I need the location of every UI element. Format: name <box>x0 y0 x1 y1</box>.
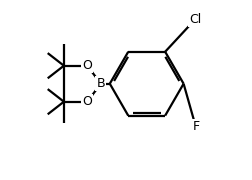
Text: Cl: Cl <box>189 13 201 26</box>
Text: O: O <box>82 95 92 108</box>
Text: O: O <box>82 59 92 72</box>
Text: F: F <box>192 120 199 133</box>
Text: B: B <box>97 77 105 90</box>
